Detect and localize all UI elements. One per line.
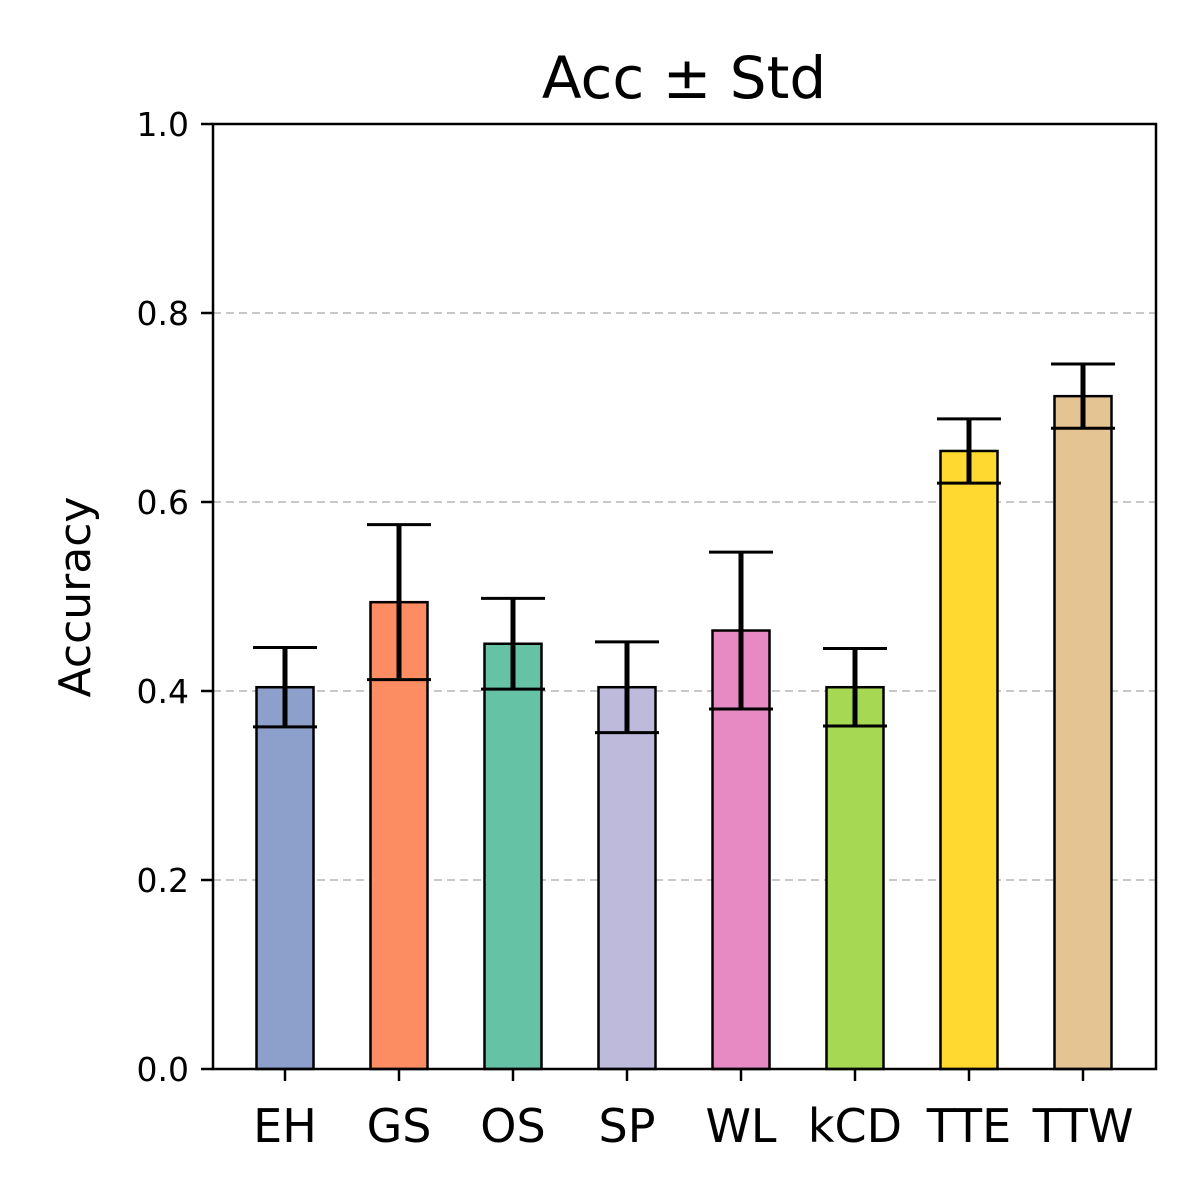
error-bars: [253, 362, 1115, 735]
y-axis-ticks: 0.0 0.2 0.4 0.6 0.8 1.0: [137, 105, 213, 1089]
grid-lines: [213, 312, 1156, 881]
bar-kCD: [825, 685, 885, 1071]
plot-frame: [211, 122, 1158, 1071]
y-tick-label: 0.4: [137, 672, 189, 711]
bar-TTW: [1053, 394, 1113, 1071]
y-tick-label: 0.0: [137, 1050, 189, 1089]
bar-TTE: [939, 449, 999, 1071]
y-tick-label: 0.8: [137, 294, 189, 333]
x-tick-label-OS: OS: [480, 1099, 545, 1153]
x-tick-label-kCD: kCD: [808, 1099, 902, 1153]
x-tick-label-GS: GS: [367, 1099, 432, 1153]
y-tick-label: 1.0: [137, 105, 189, 144]
bar-OS: [483, 642, 543, 1071]
x-tick-label-TTE: TTE: [926, 1099, 1011, 1153]
x-tick-label-SP: SP: [599, 1099, 656, 1153]
y-tick-label: 0.6: [137, 483, 189, 522]
y-axis-label: Accuracy: [50, 497, 101, 698]
bar-EH: [255, 685, 315, 1071]
bar-SP: [597, 685, 657, 1071]
bars: [255, 394, 1113, 1071]
x-axis-ticks: EH GS OS SP WL kCD TTE TTW: [253, 1069, 1133, 1153]
x-tick-label-TTW: TTW: [1032, 1099, 1134, 1153]
x-tick-label-WL: WL: [705, 1099, 776, 1153]
y-tick-label: 0.2: [137, 861, 189, 900]
chart-title: Acc ± Std: [542, 44, 826, 112]
x-tick-label-EH: EH: [253, 1099, 317, 1153]
